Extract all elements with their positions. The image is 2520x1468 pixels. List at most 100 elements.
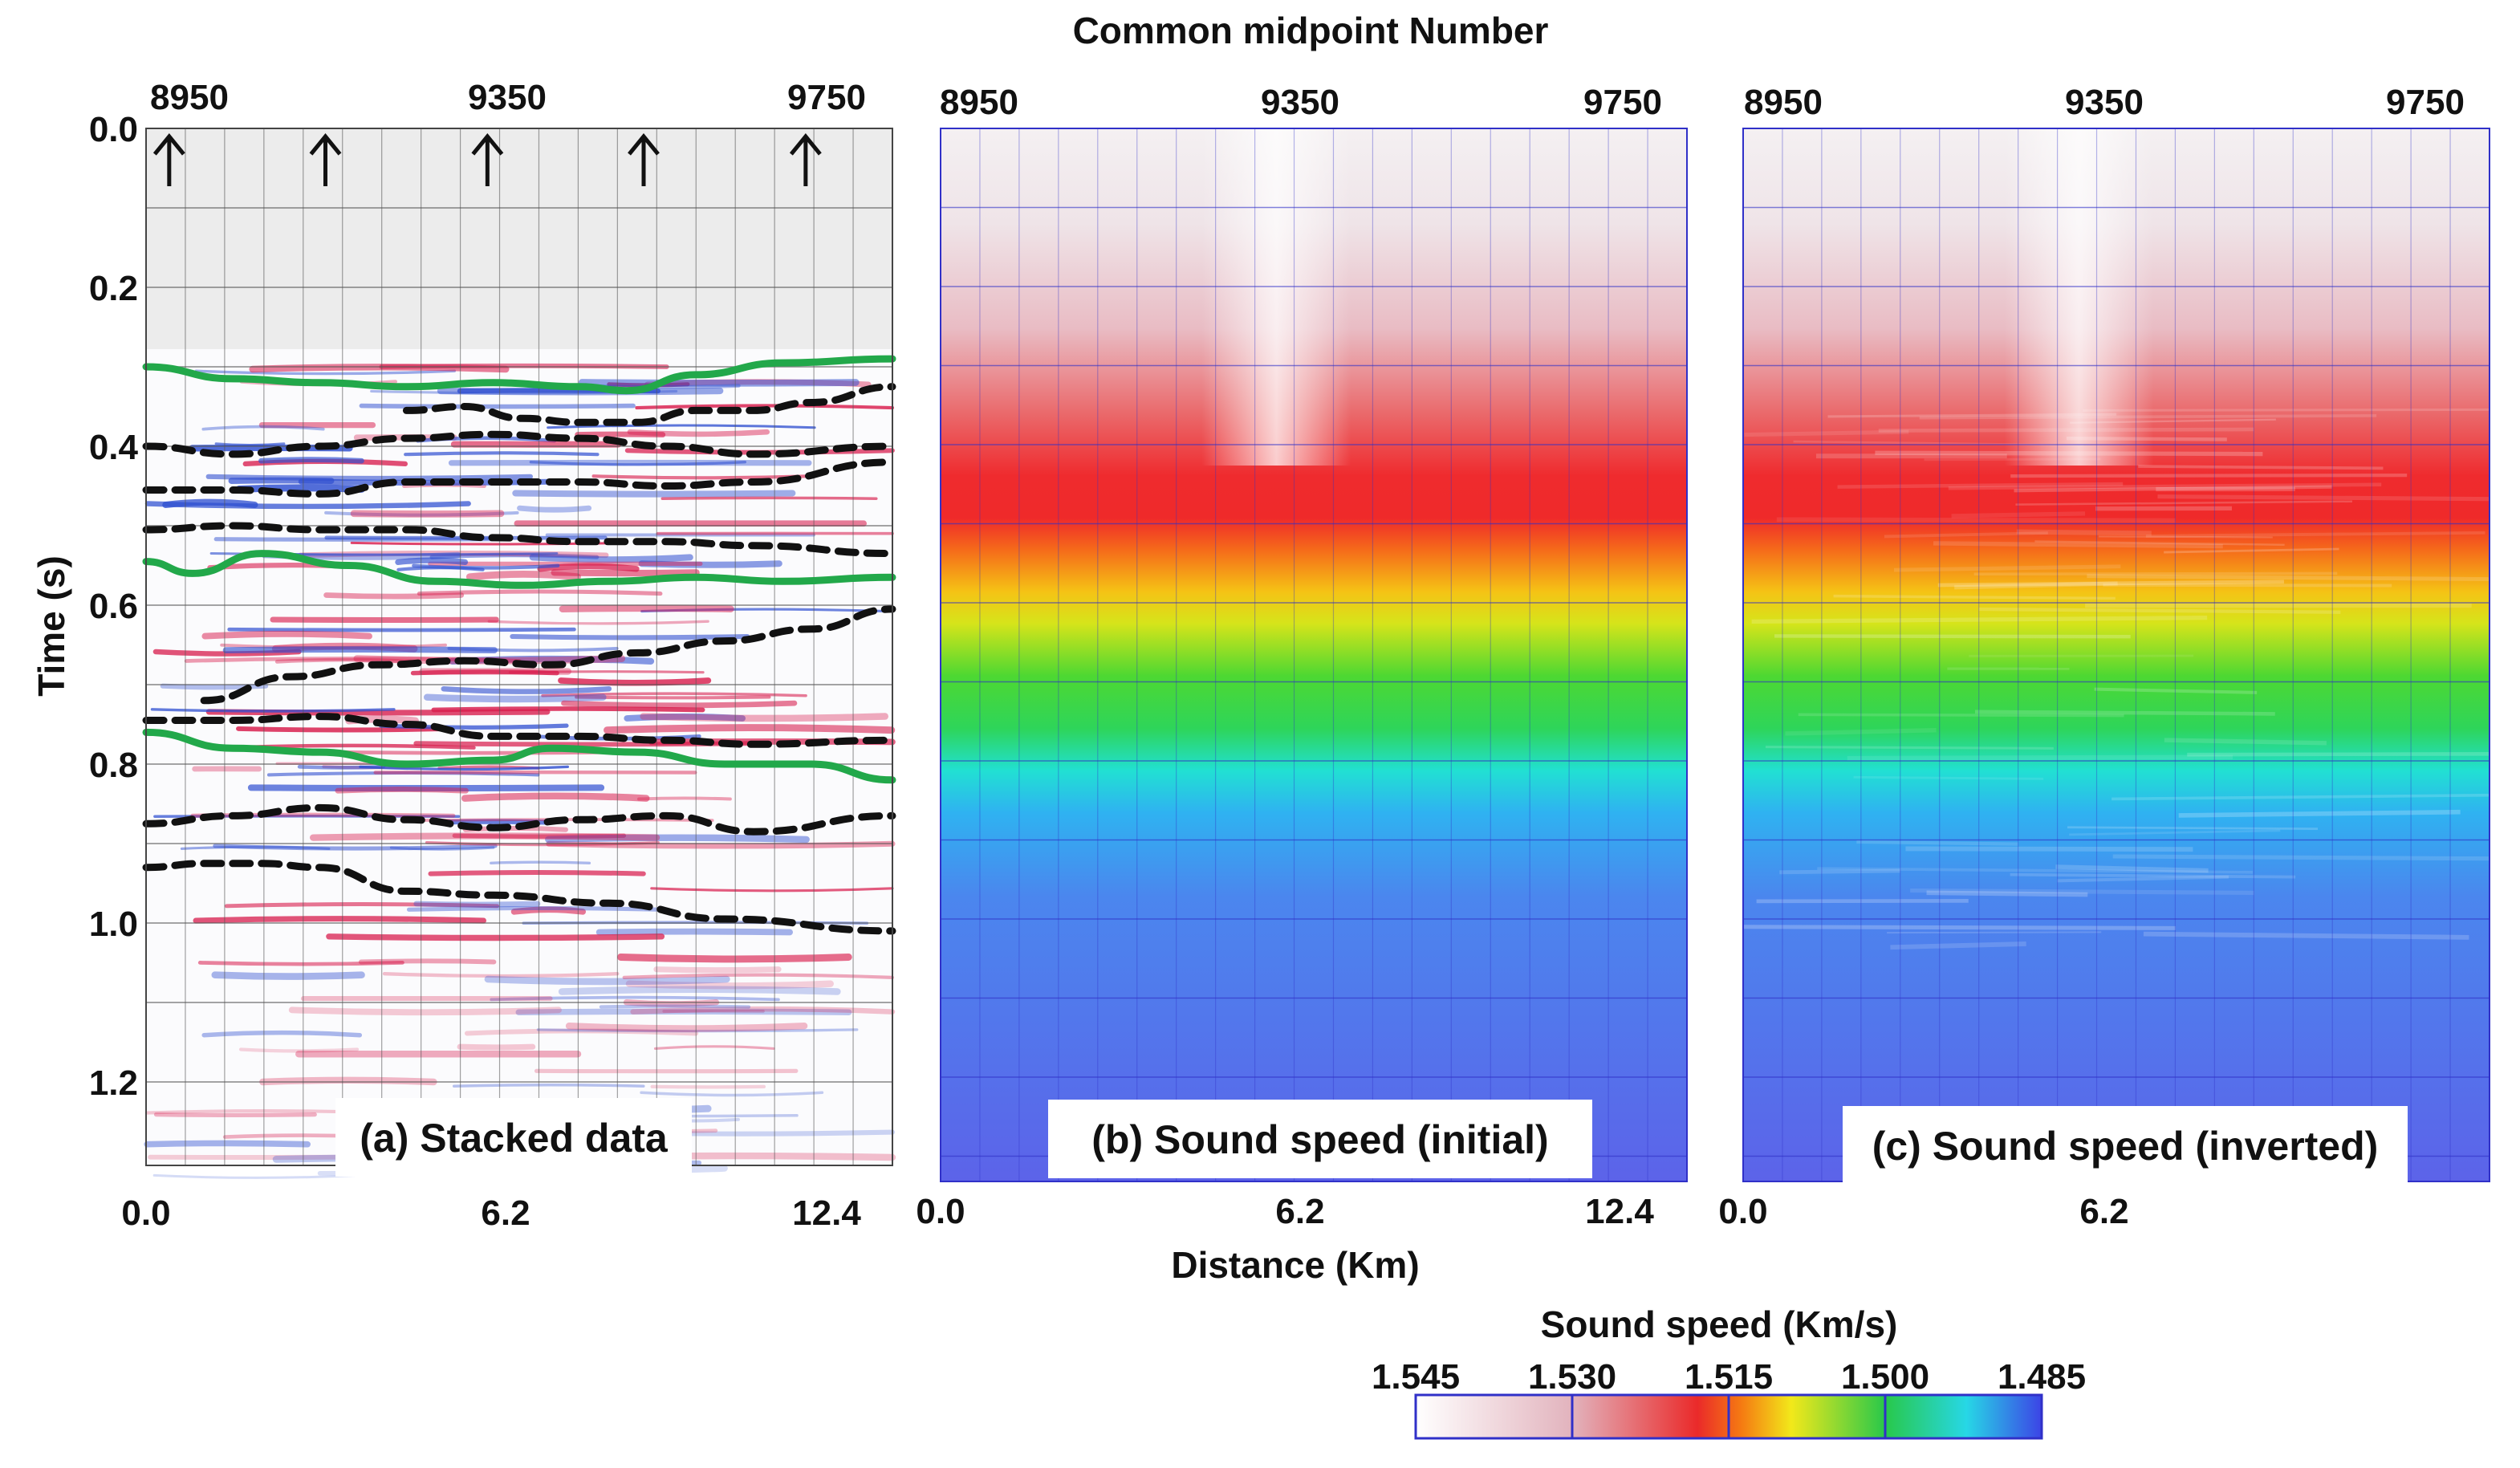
reflector-event	[565, 1023, 808, 1032]
layer-streak	[1765, 746, 2054, 750]
up-arrow-head	[789, 133, 822, 156]
y-tick-label: 0.2	[89, 269, 138, 308]
reflector-event	[228, 477, 335, 484]
y-tick-label: 0.0	[89, 110, 138, 149]
colorbar-dividers	[1571, 1395, 1887, 1438]
panel-a-label: (a) Stacked data	[360, 1116, 669, 1161]
reflector-event	[545, 834, 810, 844]
layer-streak	[1785, 728, 1937, 736]
panel-b-label: (b) Sound speed (initial)	[1091, 1117, 1548, 1162]
reflector-event	[465, 571, 581, 581]
bottom-axis-ticks: 0.0 6.2 12.4 0.0 6.2 12.4 0.0 6.2	[121, 1192, 2128, 1233]
top-tick-label: 8950	[940, 83, 1018, 122]
reflector-event	[637, 796, 732, 801]
black-horizon	[142, 713, 896, 748]
panel-a-green-horizons	[142, 355, 896, 784]
reflector-event	[487, 620, 709, 625]
reflector-event	[515, 1008, 852, 1015]
layer-streak	[1948, 482, 2382, 490]
bottom-tick-label: 0.0	[1718, 1192, 1767, 1231]
panel-c-label: (c) Sound speed (inverted)	[1872, 1124, 2379, 1169]
reflector-event	[625, 980, 834, 990]
y-tick-label: 0.4	[89, 428, 139, 467]
reflector-event	[412, 563, 560, 570]
colorbar-tick-label: 1.545	[1372, 1357, 1460, 1397]
layer-streak	[1926, 890, 2088, 897]
top-tick-label: 9350	[2065, 83, 2144, 122]
reflector-event	[180, 845, 331, 850]
y-tick-label: 0.6	[89, 587, 138, 626]
colorbar-tick-label: 1.500	[1841, 1357, 1929, 1397]
reflector-event	[274, 657, 417, 664]
panel-a-black-horizons	[142, 383, 896, 935]
reflector-event	[417, 589, 663, 596]
layer-streak	[1951, 511, 2086, 518]
reflector-event	[464, 1028, 699, 1036]
top-tick-label: 9750	[787, 78, 866, 117]
up-arrow-head	[628, 133, 660, 156]
reflector-event	[578, 379, 860, 387]
green-horizon	[142, 728, 896, 784]
reflector-event	[404, 451, 600, 457]
layer-streak	[1817, 867, 2254, 874]
reflector-event	[640, 713, 888, 722]
layer-streak	[2145, 531, 2485, 538]
reflector-event	[517, 505, 592, 513]
layer-streak	[1905, 846, 2193, 852]
green-horizon	[142, 550, 896, 589]
layer-streak	[1978, 607, 2341, 614]
reflector-event	[484, 975, 730, 986]
reflector-event	[441, 685, 612, 694]
reflector-event	[224, 902, 500, 909]
y-axis-title: Time (s)	[30, 555, 72, 697]
reflector-event	[266, 771, 540, 777]
layer-streak	[2098, 535, 2273, 539]
reflector-event	[258, 457, 364, 464]
layer-streak	[1776, 517, 2176, 523]
reflector-event	[288, 1006, 562, 1016]
layer-streak	[2138, 465, 2384, 470]
layer-streak	[1924, 457, 2101, 462]
layer-streak	[1744, 429, 1909, 437]
colorbar-tick-label: 1.485	[1998, 1357, 2086, 1397]
panel-a: (a) Stacked data	[142, 128, 896, 1179]
layer-streak	[2016, 529, 2152, 536]
reflector-event	[650, 1084, 766, 1089]
layer-streak	[2069, 829, 2281, 836]
reflector-event	[599, 1004, 751, 1009]
top-tick-label: 9350	[1261, 83, 1339, 122]
black-horizon	[142, 522, 896, 558]
layer-streak	[2157, 494, 2490, 502]
reflector-event	[490, 860, 591, 864]
layer-streak	[1937, 579, 2284, 588]
reflector-event	[323, 592, 465, 600]
layer-streak	[2112, 854, 2490, 861]
reflector-event	[358, 958, 497, 965]
reflector-event	[558, 677, 712, 686]
reflector-event	[150, 708, 396, 713]
panel-a-arrows	[152, 133, 822, 186]
layer-streak	[2087, 574, 2490, 581]
layer-streak	[2067, 826, 2319, 830]
layer-streak	[1974, 710, 2275, 716]
black-horizon	[142, 860, 896, 935]
layer-streak	[2010, 473, 2408, 478]
reflector-event	[624, 713, 746, 722]
up-arrow-head	[309, 133, 342, 156]
reflector-event	[326, 933, 665, 941]
colorbar-tick-label: 1.530	[1528, 1357, 1616, 1397]
reflector-event	[541, 692, 807, 697]
reflector-event	[547, 424, 816, 429]
layer-streak	[1847, 754, 2233, 761]
bottom-tick-label: 6.2	[2079, 1192, 2128, 1231]
layer-streak	[1856, 840, 2018, 846]
top-tick-label: 8950	[150, 78, 229, 117]
panel-c-layering	[1743, 408, 2490, 950]
reflector-event	[410, 669, 559, 676]
layer-streak	[1954, 581, 2118, 590]
reflector-event	[536, 1028, 859, 1033]
reflector-event	[561, 700, 798, 709]
reflector-event	[153, 815, 461, 819]
y-tick-label: 1.0	[89, 905, 138, 944]
layer-streak	[2178, 809, 2461, 818]
